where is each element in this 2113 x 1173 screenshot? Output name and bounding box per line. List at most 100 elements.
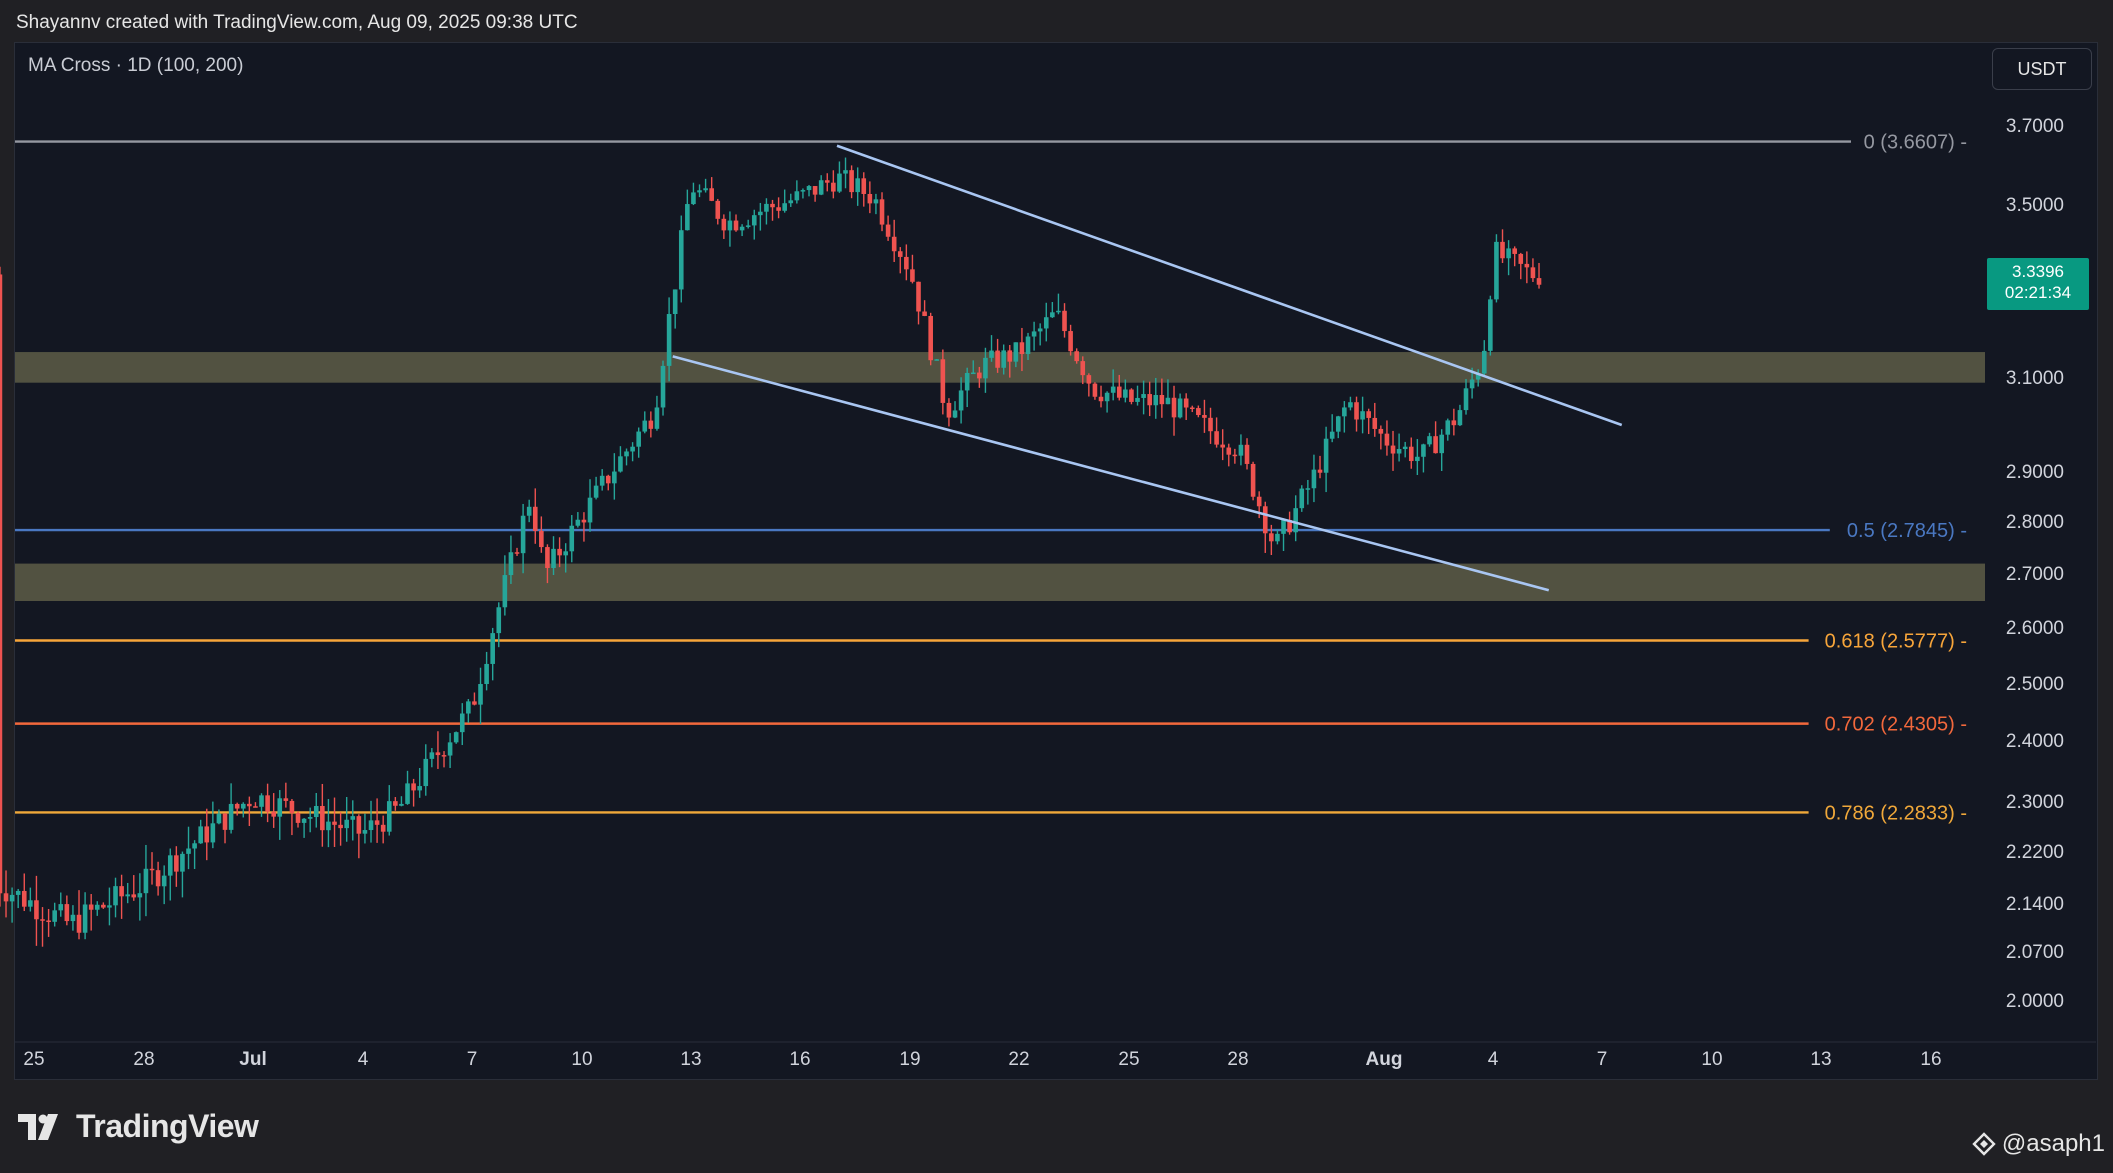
candle-body bbox=[313, 805, 319, 818]
candle-body bbox=[1208, 417, 1213, 432]
y-axis-tick-label: 2.7000 bbox=[2006, 564, 2064, 585]
candle-body bbox=[691, 192, 696, 205]
candle-body bbox=[9, 894, 15, 902]
candle-body bbox=[362, 830, 368, 834]
candle-body bbox=[636, 431, 641, 447]
candle-body bbox=[520, 515, 526, 554]
candle-body bbox=[557, 548, 562, 556]
candle-body bbox=[545, 547, 550, 569]
candle-body bbox=[764, 203, 769, 212]
candle-body bbox=[161, 875, 167, 887]
candle-body bbox=[873, 199, 879, 204]
candle-body bbox=[167, 855, 173, 876]
indicator-label[interactable]: MA Cross · 1D (100, 200) bbox=[28, 55, 244, 76]
candle-body bbox=[405, 783, 410, 804]
candle-body bbox=[295, 813, 301, 823]
candle-body bbox=[666, 314, 672, 366]
x-axis-tick-label: 16 bbox=[1920, 1049, 1941, 1070]
candle-body bbox=[904, 256, 909, 270]
candle-body bbox=[137, 893, 143, 898]
candle-body bbox=[922, 311, 927, 316]
currency-button[interactable]: USDT bbox=[1992, 48, 2092, 90]
y-axis-tick-label: 2.3000 bbox=[2006, 792, 2064, 813]
candle-body bbox=[770, 203, 775, 208]
candle-body bbox=[240, 803, 246, 809]
candle-body bbox=[1463, 388, 1469, 411]
x-axis-tick-label: 7 bbox=[1597, 1049, 1608, 1070]
candle-body bbox=[563, 551, 568, 556]
y-axis-tick-label: 3.5000 bbox=[2006, 195, 2064, 216]
candle-body bbox=[605, 475, 611, 484]
candle-body bbox=[824, 180, 830, 183]
candle-body bbox=[733, 220, 739, 231]
candle-body bbox=[1512, 248, 1517, 254]
candle-body bbox=[1299, 488, 1305, 509]
candle-body bbox=[1214, 431, 1219, 445]
candle-body bbox=[1189, 407, 1195, 410]
candle-body bbox=[587, 497, 593, 523]
candle-body bbox=[0, 274, 3, 894]
x-axis-tick-label: 4 bbox=[358, 1049, 369, 1070]
candle-body bbox=[958, 390, 964, 411]
candle-body bbox=[861, 178, 867, 194]
tradingview-brand[interactable]: TradingView bbox=[18, 1108, 259, 1145]
chart-panel[interactable] bbox=[14, 42, 2098, 1080]
y-axis-tick-label: 2.9000 bbox=[2006, 462, 2064, 483]
candle-body bbox=[1250, 463, 1256, 497]
candle-body bbox=[593, 485, 599, 498]
candle-body bbox=[1037, 328, 1043, 332]
candle-body bbox=[253, 806, 258, 808]
candle-body bbox=[1378, 428, 1384, 434]
candle-body bbox=[271, 811, 276, 817]
candle-body bbox=[812, 186, 818, 195]
candle-body bbox=[1256, 496, 1262, 507]
support-resistance-zone bbox=[15, 563, 1985, 601]
candle-body bbox=[642, 420, 648, 432]
y-axis-tick-label: 3.7000 bbox=[2006, 116, 2064, 137]
candle-body bbox=[1226, 447, 1232, 455]
candle-body bbox=[1317, 469, 1323, 473]
candle-body bbox=[204, 826, 210, 843]
candle-body bbox=[697, 190, 702, 193]
candle-body bbox=[1165, 397, 1171, 405]
candle-body bbox=[1074, 351, 1079, 362]
candle-body bbox=[891, 236, 897, 252]
candle-body bbox=[289, 800, 295, 814]
candle-body bbox=[849, 170, 854, 193]
candle-body bbox=[1153, 395, 1159, 406]
candle-body bbox=[368, 820, 374, 831]
fib-level-label: 0.702 (2.4305) - bbox=[1825, 714, 1967, 736]
candle-body bbox=[1360, 411, 1365, 420]
y-axis-tick-label: 2.8000 bbox=[2006, 512, 2064, 533]
candle-body bbox=[1238, 444, 1244, 456]
candle-body bbox=[180, 853, 185, 872]
candle-body bbox=[52, 910, 57, 922]
candle-body bbox=[1524, 263, 1530, 268]
candle-body bbox=[155, 870, 161, 887]
candle-body bbox=[508, 552, 514, 576]
candle-body bbox=[119, 886, 124, 897]
candle-body bbox=[447, 742, 453, 756]
candle-body bbox=[885, 224, 891, 237]
candle-body bbox=[1488, 299, 1493, 351]
candle-body bbox=[831, 182, 836, 192]
candle-body bbox=[1013, 342, 1019, 362]
chart-caption: Shayannv created with TradingView.com, A… bbox=[16, 12, 578, 33]
candle-body bbox=[1457, 410, 1463, 426]
candle-body bbox=[916, 281, 921, 312]
candle-body bbox=[1390, 445, 1396, 454]
candle-body bbox=[70, 914, 76, 922]
candle-body bbox=[1439, 434, 1444, 454]
candle-body bbox=[837, 173, 842, 192]
candle-body bbox=[703, 188, 708, 191]
candle-body bbox=[1530, 267, 1536, 279]
candle-body bbox=[192, 843, 197, 849]
candle-body bbox=[1323, 438, 1329, 473]
candle-body bbox=[1062, 310, 1067, 332]
candle-body bbox=[186, 848, 191, 854]
candle-body bbox=[143, 868, 149, 894]
candle-body bbox=[879, 199, 885, 225]
candle-body bbox=[1110, 386, 1116, 393]
candle-body bbox=[417, 786, 422, 791]
